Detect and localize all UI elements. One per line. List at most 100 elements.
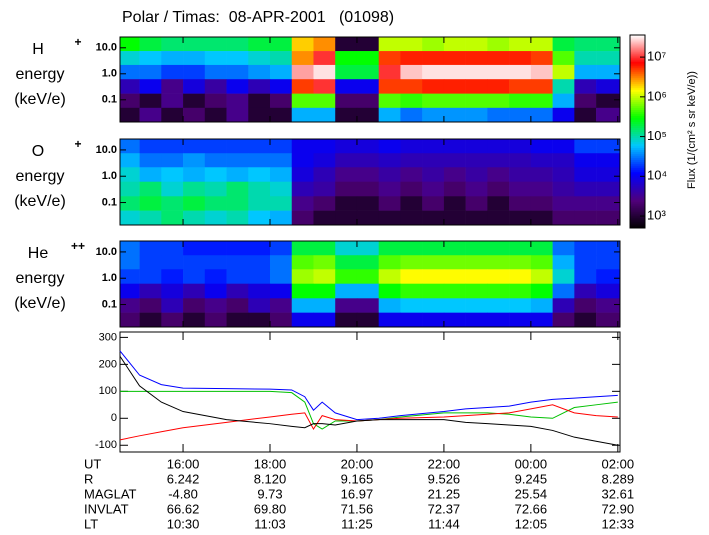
heatmap-cell: [422, 269, 445, 284]
colorbar-cell: [630, 221, 645, 225]
heatmap-cell: [574, 107, 597, 123]
heatmap-cell: [204, 79, 227, 94]
heatmap-cell: [270, 51, 293, 66]
heatmap-cell: [443, 196, 466, 211]
heatmap-cell: [291, 283, 314, 299]
heatmap-cell: [552, 241, 575, 256]
heatmap-cell: [183, 37, 206, 52]
heatmap-cell: [161, 255, 184, 270]
heatmap-cell: [574, 196, 597, 211]
colorbar-cell: [630, 67, 645, 70]
colorbar-cell: [630, 151, 645, 155]
heatmap-cell: [487, 210, 510, 226]
heatmap-cell: [574, 37, 597, 52]
heatmap-cell: [443, 210, 466, 226]
colorbar-cell: [630, 177, 645, 181]
heatmap-cell: [400, 107, 423, 123]
colorbar-cell: [630, 49, 645, 52]
heatmap-cell: [226, 37, 249, 52]
y-tick-label: 0.1: [102, 94, 117, 106]
colorbar-frame: [629, 34, 646, 229]
heatmap-cell: [552, 37, 575, 52]
heatmap-cell: [335, 93, 358, 109]
heatmap-cell: [226, 139, 249, 154]
heatmap-cell: [530, 283, 553, 299]
heatmap-cell: [183, 196, 206, 211]
heatmap-cell: [509, 107, 532, 123]
heatmap-cell: [487, 107, 510, 123]
heatmap-cell: [574, 167, 597, 182]
heatmap-cell: [120, 283, 140, 299]
colorbar-cell: [630, 175, 645, 179]
heatmap-cell: [291, 64, 314, 80]
heatmap-cell: [270, 79, 293, 94]
heatmap-cell: [248, 298, 271, 313]
heatmap-cell: [400, 312, 423, 328]
heatmap-cell: [400, 283, 423, 299]
axis-label: energy: [16, 168, 65, 185]
heatmap-cell: [465, 51, 488, 66]
heatmap-cell: [487, 93, 510, 109]
colorbar-cell: [630, 197, 645, 201]
heatmap-cell: [356, 196, 379, 211]
heatmap-cell: [139, 283, 162, 299]
heatmap-cell: [183, 107, 206, 123]
heatmap-cell: [443, 181, 466, 197]
heatmap-cell: [183, 269, 206, 284]
table-cell: 71.56: [341, 501, 374, 516]
table-cell: 22:00: [428, 456, 461, 471]
heatmap-cell: [161, 93, 184, 109]
heatmap-cell: [291, 210, 314, 226]
table-row-label: R: [84, 471, 93, 486]
heatmap-cell: [443, 37, 466, 52]
heatmap-cell: [487, 255, 510, 270]
heatmap-cell: [291, 51, 314, 66]
heatmap-cell: [400, 167, 423, 182]
heatmap-cell: [509, 255, 532, 270]
heatmap-cell: [596, 283, 621, 299]
heatmap-cell: [530, 64, 553, 80]
heatmap-cell: [291, 196, 314, 211]
heatmap-cell: [248, 37, 271, 52]
ion-charge: ++: [71, 239, 85, 253]
heatmap-cell: [270, 37, 293, 52]
heatmap-cell: [509, 181, 532, 197]
heatmap-cell: [248, 51, 271, 66]
heatmap-cell: [335, 283, 358, 299]
heatmap-cell: [596, 37, 621, 52]
heatmap-cell: [356, 167, 379, 182]
heatmap-cell: [226, 210, 249, 226]
heatmap-cell: [530, 181, 553, 197]
heatmap-cell: [248, 241, 271, 256]
colorbar-cell: [630, 75, 645, 78]
colorbar-cell: [630, 117, 645, 120]
heatmap-cell: [400, 241, 423, 256]
heatmap-cell: [226, 167, 249, 182]
ion-label: H: [32, 41, 44, 58]
heatmap-cell: [291, 37, 314, 52]
heatmap-cell: [552, 51, 575, 66]
colorbar-cell: [630, 209, 645, 213]
heatmap-cell: [248, 255, 271, 270]
heatmap-cell: [487, 51, 510, 66]
heatmap-cell: [139, 107, 162, 123]
heatmap-cell: [335, 51, 358, 66]
table-cell: 9.165: [341, 471, 374, 486]
heatmap-cell: [313, 139, 336, 154]
heatmap-cell: [161, 181, 184, 197]
colorbar-cell: [630, 211, 645, 215]
colorbar-cell: [630, 163, 645, 167]
table-cell: 10:30: [167, 516, 200, 531]
heatmap-cell: [183, 153, 206, 168]
heatmap-cell: [400, 51, 423, 66]
heatmap-cell: [248, 283, 271, 299]
heatmap-cell: [530, 107, 553, 123]
heatmap-cell: [183, 93, 206, 109]
colorbar-tick-label: 10³: [647, 207, 666, 222]
heatmap-cell: [574, 181, 597, 197]
heatmap-cell: [313, 93, 336, 109]
heatmap-cell: [465, 255, 488, 270]
heatmap-cell: [356, 210, 379, 226]
heatmap-cell: [226, 255, 249, 270]
colorbar-cell: [630, 127, 645, 130]
